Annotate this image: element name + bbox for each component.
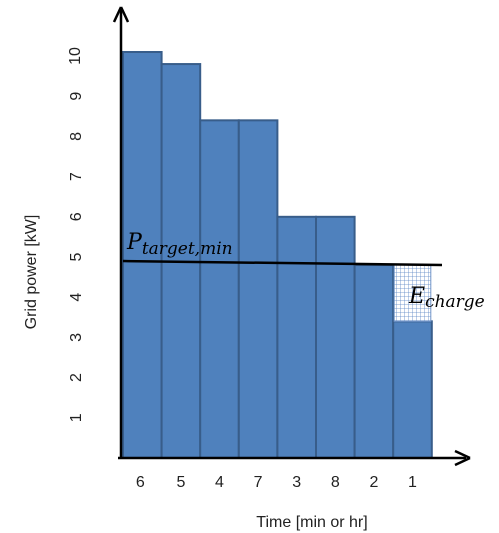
- bar-2: [353, 264, 395, 459]
- charge-area: [393, 264, 432, 322]
- y-tick-label: 1: [68, 413, 85, 422]
- bar-3: [276, 215, 317, 459]
- y-tick-label: 10: [67, 47, 84, 65]
- overlay-group: Ptarget,min Echarge: [122, 230, 485, 322]
- bar-4: [199, 119, 240, 459]
- bars-group: [122, 51, 433, 459]
- y-tick-label: 9: [68, 92, 85, 101]
- x-tick-label: 2: [369, 474, 378, 491]
- bar-1: [392, 320, 433, 459]
- y-tick-label: 4: [68, 293, 85, 302]
- y-tick-label: 5: [68, 252, 85, 261]
- y-tick-label: 3: [68, 333, 85, 342]
- y-tick-label: 8: [68, 132, 85, 141]
- target-line-label: Ptarget,min: [126, 230, 233, 259]
- x-tick-label: 8: [331, 474, 340, 491]
- bar-7: [237, 119, 279, 459]
- y-tick-label: 6: [68, 212, 85, 221]
- bar-8: [315, 215, 356, 459]
- x-tick-label: 6: [136, 474, 145, 491]
- x-tick-label: 5: [176, 474, 185, 491]
- x-tick-label: 7: [254, 474, 263, 491]
- y-tick-labels: 1 2 3 4 5 6 7 8 9 10: [67, 47, 85, 422]
- charge-area-label: Echarge: [408, 284, 485, 312]
- x-axis-label: Time [min or hr]: [256, 514, 367, 531]
- x-axis-arrow-icon: [454, 449, 471, 467]
- y-axis-arrow-icon: [112, 6, 130, 23]
- x-tick-label: 3: [292, 474, 301, 491]
- y-axis-label: Grid power [kW]: [23, 215, 40, 330]
- y-tick-label: 7: [68, 172, 85, 181]
- x-tick-label: 1: [408, 474, 417, 491]
- target-line: [122, 259, 443, 267]
- x-tick-label: 4: [215, 474, 224, 491]
- x-tick-labels: 6 5 4 7 3 8 2 1: [136, 474, 417, 491]
- y-tick-label: 2: [68, 373, 85, 382]
- bar-6: [122, 51, 163, 459]
